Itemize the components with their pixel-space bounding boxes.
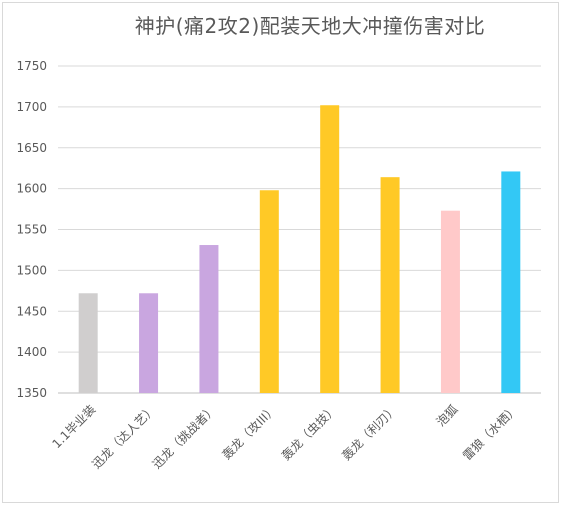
x-tick-label: 雷狼（水栖）	[459, 402, 521, 464]
y-tick-label: 1650	[16, 141, 47, 155]
y-tick-label: 1700	[16, 100, 47, 114]
y-tick-label: 1500	[16, 263, 47, 277]
y-tick-label: 1550	[16, 223, 47, 237]
gridlines	[58, 65, 541, 394]
bar	[199, 245, 219, 393]
x-tick-label: 泡狐	[434, 402, 461, 429]
bar	[440, 210, 460, 393]
chart-frame	[2, 2, 559, 503]
y-tick-label: 1450	[16, 304, 47, 318]
bar	[380, 177, 400, 393]
x-tick-label: 轰龙（攻III）	[219, 402, 280, 463]
x-tick-label: 迅龙（挑战者）	[150, 402, 219, 471]
bar	[139, 293, 159, 393]
y-tick-label: 1600	[16, 182, 47, 196]
x-tick-label: 轰龙（虫技）	[278, 402, 340, 464]
y-axis-ticks: 1350 1400 1450 1500 1550 1600 1650 1700 1750	[16, 59, 47, 400]
chart-title: 神护(痛2攻2)配装天地大冲撞伤害对比	[134, 14, 486, 38]
y-tick-label: 1400	[16, 345, 47, 359]
bar	[320, 105, 340, 394]
bar	[78, 293, 98, 393]
y-tick-label: 1350	[16, 386, 47, 400]
bar	[259, 190, 279, 393]
bars	[78, 105, 521, 394]
x-tick-label: 迅龙（达人艺）	[89, 402, 158, 471]
x-tick-label: 1.1毕业装	[49, 402, 98, 451]
bar	[501, 171, 521, 393]
x-tick-label: 轰龙（利刃）	[339, 402, 401, 464]
y-tick-label: 1750	[16, 59, 47, 73]
